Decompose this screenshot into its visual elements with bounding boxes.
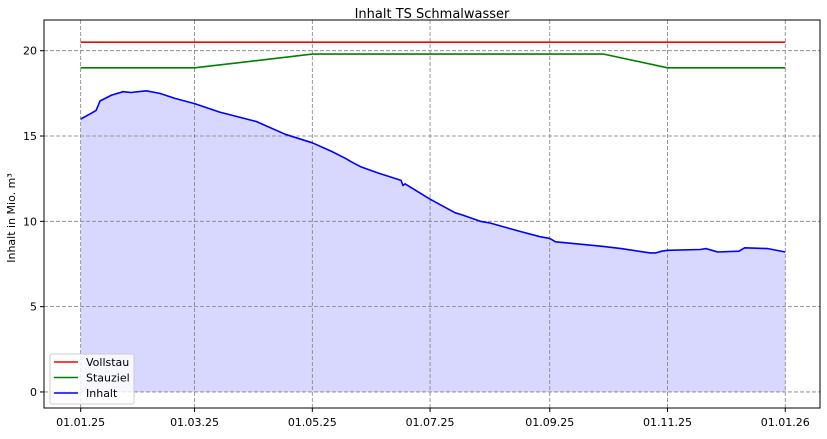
chart-title: Inhalt TS Schmalwasser [355,7,510,22]
plot-frame [43,19,821,409]
y-tick-label: 5 [30,301,37,314]
x-tick-label: 01.09.25 [525,416,574,429]
x-tick-label: 01.01.25 [56,416,105,429]
y-tick-label: 0 [30,386,37,399]
legend-label-stauziel: Stauziel [86,372,130,385]
y-tick-label: 20 [23,45,37,58]
legend-box [49,353,135,405]
legend: Vollstau Stauziel Inhalt [49,353,135,405]
legend-label-inhalt: Inhalt [86,387,118,400]
y-tick-label: 15 [23,130,37,143]
y-tick-label: 10 [23,215,37,228]
x-tick-label: 01.05.25 [288,416,337,429]
x-tick-label: 01.01.26 [761,416,810,429]
series-line-stauziel [80,53,786,69]
y-axis-label: Inhalt in Mio. m³ [5,173,18,263]
series-line-inhalt [80,90,786,254]
x-tick-label: 01.11.25 [643,416,692,429]
x-tick-label: 01.07.25 [406,416,455,429]
x-tick-label: 01.03.25 [170,416,219,429]
legend-label-vollstau: Vollstau [86,356,129,369]
series-fill-inhalt [80,90,786,392]
